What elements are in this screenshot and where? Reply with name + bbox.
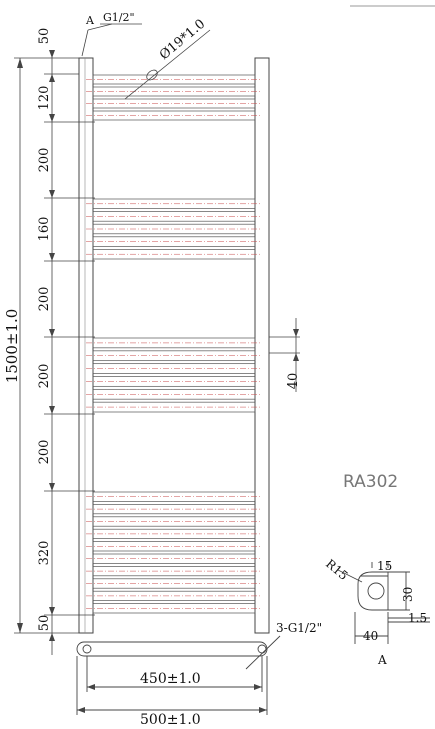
detail-width-top: 15 — [377, 559, 392, 573]
arrow — [293, 329, 299, 337]
connection-label: G1/2" — [103, 11, 135, 24]
gap-label-4: 160 — [37, 217, 52, 242]
detail-a-drawing — [337, 562, 430, 644]
model-title: RA302 — [343, 472, 398, 492]
gap-label-3: 200 — [37, 148, 52, 173]
plan-arrows — [77, 684, 267, 713]
detail-height: 30 — [401, 587, 415, 602]
gap-label-5: 200 — [37, 287, 52, 312]
detail-thickness: 1.5 — [408, 611, 427, 625]
callout-letter: A — [85, 14, 95, 27]
tube-diameter-label: Ø19*1.0 — [157, 17, 208, 63]
connection-callout — [81, 23, 142, 57]
gap-label-7: 200 — [37, 440, 52, 465]
gap-label-bottom: 50 — [37, 615, 52, 632]
horizontal-tubes — [86, 74, 262, 614]
dimension-arrows — [17, 50, 55, 641]
bar-spacing-label: 40 — [286, 373, 301, 390]
left-dimension-chain — [14, 50, 95, 655]
detail-label: A — [377, 653, 387, 667]
tube-diameter-callout — [124, 29, 211, 100]
gap-label-8: 320 — [37, 541, 52, 566]
centers-width-label: 450±1.0 — [140, 671, 201, 687]
gap-label-6: 200 — [37, 364, 52, 389]
bottom-connections-label: 3-G1/2" — [276, 621, 322, 635]
right-upright — [254, 57, 270, 634]
bottom-plan-view — [76, 635, 281, 715]
gap-label-top: 50 — [37, 28, 52, 45]
left-upright — [78, 57, 94, 634]
overall-width-label: 500±1.0 — [140, 712, 201, 728]
detail-radius: R15 — [323, 557, 351, 583]
detail-width-bottom: 40 — [363, 629, 378, 643]
arrow — [293, 353, 299, 361]
total-height-label: 1500±1.0 — [3, 309, 21, 384]
gap-label-2: 120 — [37, 86, 52, 111]
